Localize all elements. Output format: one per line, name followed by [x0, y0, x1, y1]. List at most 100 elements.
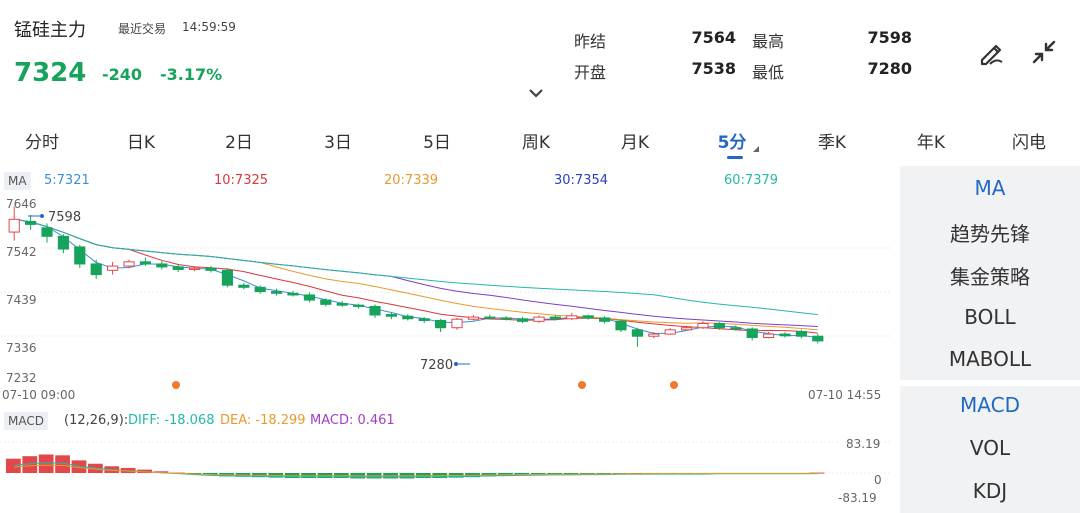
candle-body[interactable]: [730, 327, 742, 330]
indicator-ma[interactable]: MA: [974, 176, 1006, 200]
candle-body[interactable]: [41, 227, 53, 237]
price-change-pct: -3.17%: [160, 65, 223, 84]
high-marker-label: 7598: [48, 210, 81, 225]
tab-monthly[interactable]: 月K: [620, 133, 650, 153]
time-axis-end: 07-10 14:55: [808, 388, 882, 402]
candle-body[interactable]: [549, 316, 561, 320]
candle-body[interactable]: [221, 269, 233, 286]
candle-body[interactable]: [287, 292, 299, 296]
candle-body[interactable]: [205, 267, 217, 271]
event-marker[interactable]: [172, 381, 180, 389]
macd-bar: [6, 458, 21, 473]
candle-body[interactable]: [156, 263, 168, 268]
indicator-kdj[interactable]: KDJ: [972, 479, 1008, 503]
event-marker[interactable]: [578, 381, 586, 389]
high-marker-dot: [40, 214, 44, 218]
candle-body[interactable]: [139, 261, 151, 265]
candle-body[interactable]: [533, 316, 545, 322]
candle-body[interactable]: [435, 319, 447, 329]
candle-body[interactable]: [615, 320, 627, 331]
indicator-macd[interactable]: MACD: [960, 393, 1020, 417]
candle-body[interactable]: [681, 327, 693, 331]
indicator-fund[interactable]: 集金策略: [950, 265, 1030, 289]
candlestick-chart[interactable]: 7646 7542 7439 7336 7232 7598 7280: [0, 194, 892, 390]
indicator-boll[interactable]: BOLL: [964, 305, 1016, 329]
candle-body[interactable]: [599, 317, 611, 322]
candle-body[interactable]: [107, 265, 119, 271]
candle-body[interactable]: [451, 318, 463, 329]
macd-legend: MACD (12,26,9): DIFF: -18.068 DEA: -18.2…: [0, 412, 900, 432]
candle-body[interactable]: [500, 317, 512, 320]
candle-body[interactable]: [271, 291, 283, 294]
ma-tag[interactable]: MA: [4, 172, 31, 190]
candle-body[interactable]: [418, 318, 430, 321]
candle-body[interactable]: [664, 329, 676, 335]
candle-body[interactable]: [631, 329, 643, 337]
candle-body[interactable]: [123, 261, 135, 267]
candle-body[interactable]: [582, 315, 594, 319]
ma60-value: 60:7379: [724, 173, 779, 188]
candle-body[interactable]: [336, 302, 348, 306]
high-label: 最高: [752, 32, 785, 51]
candle-body[interactable]: [795, 331, 807, 337]
price-axis-label: 7232: [6, 371, 37, 385]
indicator-vol[interactable]: VOL: [969, 436, 1011, 460]
prev-settle-label: 昨结: [574, 32, 607, 51]
tab-5min[interactable]: 5分: [717, 133, 747, 153]
period-menu-caret-icon[interactable]: [753, 146, 759, 152]
candle-body[interactable]: [812, 335, 824, 342]
indicator-maboll[interactable]: MABOLL: [948, 347, 1032, 371]
last-price: 7324: [14, 58, 87, 88]
draw-icon[interactable]: [976, 36, 1008, 68]
chevron-down-icon[interactable]: [528, 88, 544, 98]
tab-daily[interactable]: 日K: [126, 133, 156, 153]
candle-body[interactable]: [566, 315, 578, 320]
price-axis-label: 7646: [6, 197, 37, 211]
candle-body[interactable]: [697, 322, 709, 329]
tab-flash[interactable]: 闪电: [1012, 133, 1046, 153]
contract-title: 锰硅主力: [14, 20, 86, 41]
candle-body[interactable]: [172, 266, 184, 270]
macd-tag[interactable]: MACD: [4, 412, 48, 430]
tab-quarterly[interactable]: 季K: [817, 133, 847, 153]
candle-body[interactable]: [303, 294, 315, 301]
candle-body[interactable]: [254, 286, 266, 293]
tab-5day[interactable]: 5日: [423, 133, 451, 153]
tab-intraday[interactable]: 分时: [25, 133, 59, 153]
candle-body[interactable]: [353, 304, 365, 307]
candle-body[interactable]: [189, 267, 201, 270]
candle-body[interactable]: [90, 263, 102, 276]
candle-body[interactable]: [467, 316, 479, 320]
macd-chart[interactable]: 83.19 0 -83.19: [0, 432, 892, 513]
candle-body[interactable]: [517, 318, 529, 322]
ma5-value: 5:7321: [44, 173, 90, 188]
candle-body[interactable]: [369, 305, 381, 316]
indicator-trend[interactable]: 趋势先锋: [950, 222, 1030, 246]
candle-body[interactable]: [402, 315, 414, 320]
event-marker[interactable]: [670, 381, 678, 389]
ma30-line: [14, 218, 818, 327]
candle-body[interactable]: [763, 333, 775, 338]
candle-body[interactable]: [238, 284, 250, 288]
macd-bar: [22, 456, 38, 473]
tab-yearly[interactable]: 年K: [916, 133, 946, 153]
candle-body[interactable]: [648, 333, 660, 337]
tab-weekly[interactable]: 周K: [521, 133, 551, 153]
tab-3day[interactable]: 3日: [324, 133, 352, 153]
candle-body[interactable]: [385, 314, 397, 317]
candle-body[interactable]: [484, 316, 496, 319]
tab-2day[interactable]: 2日: [225, 133, 253, 153]
macd-axis-label: 83.19: [846, 437, 880, 451]
candle-body[interactable]: [713, 322, 725, 329]
candle-body[interactable]: [8, 218, 20, 233]
price-axis-label: 7336: [6, 341, 37, 355]
candle-body[interactable]: [746, 328, 758, 338]
candle-body[interactable]: [779, 333, 791, 337]
candle-body[interactable]: [25, 220, 37, 225]
candle-body[interactable]: [57, 235, 69, 250]
candle-body[interactable]: [320, 299, 332, 305]
candle-body[interactable]: [74, 246, 86, 265]
macd-diff-value: DIFF: -18.068: [128, 413, 215, 428]
ma30-value: 30:7354: [554, 173, 609, 188]
collapse-icon[interactable]: [1028, 36, 1060, 68]
